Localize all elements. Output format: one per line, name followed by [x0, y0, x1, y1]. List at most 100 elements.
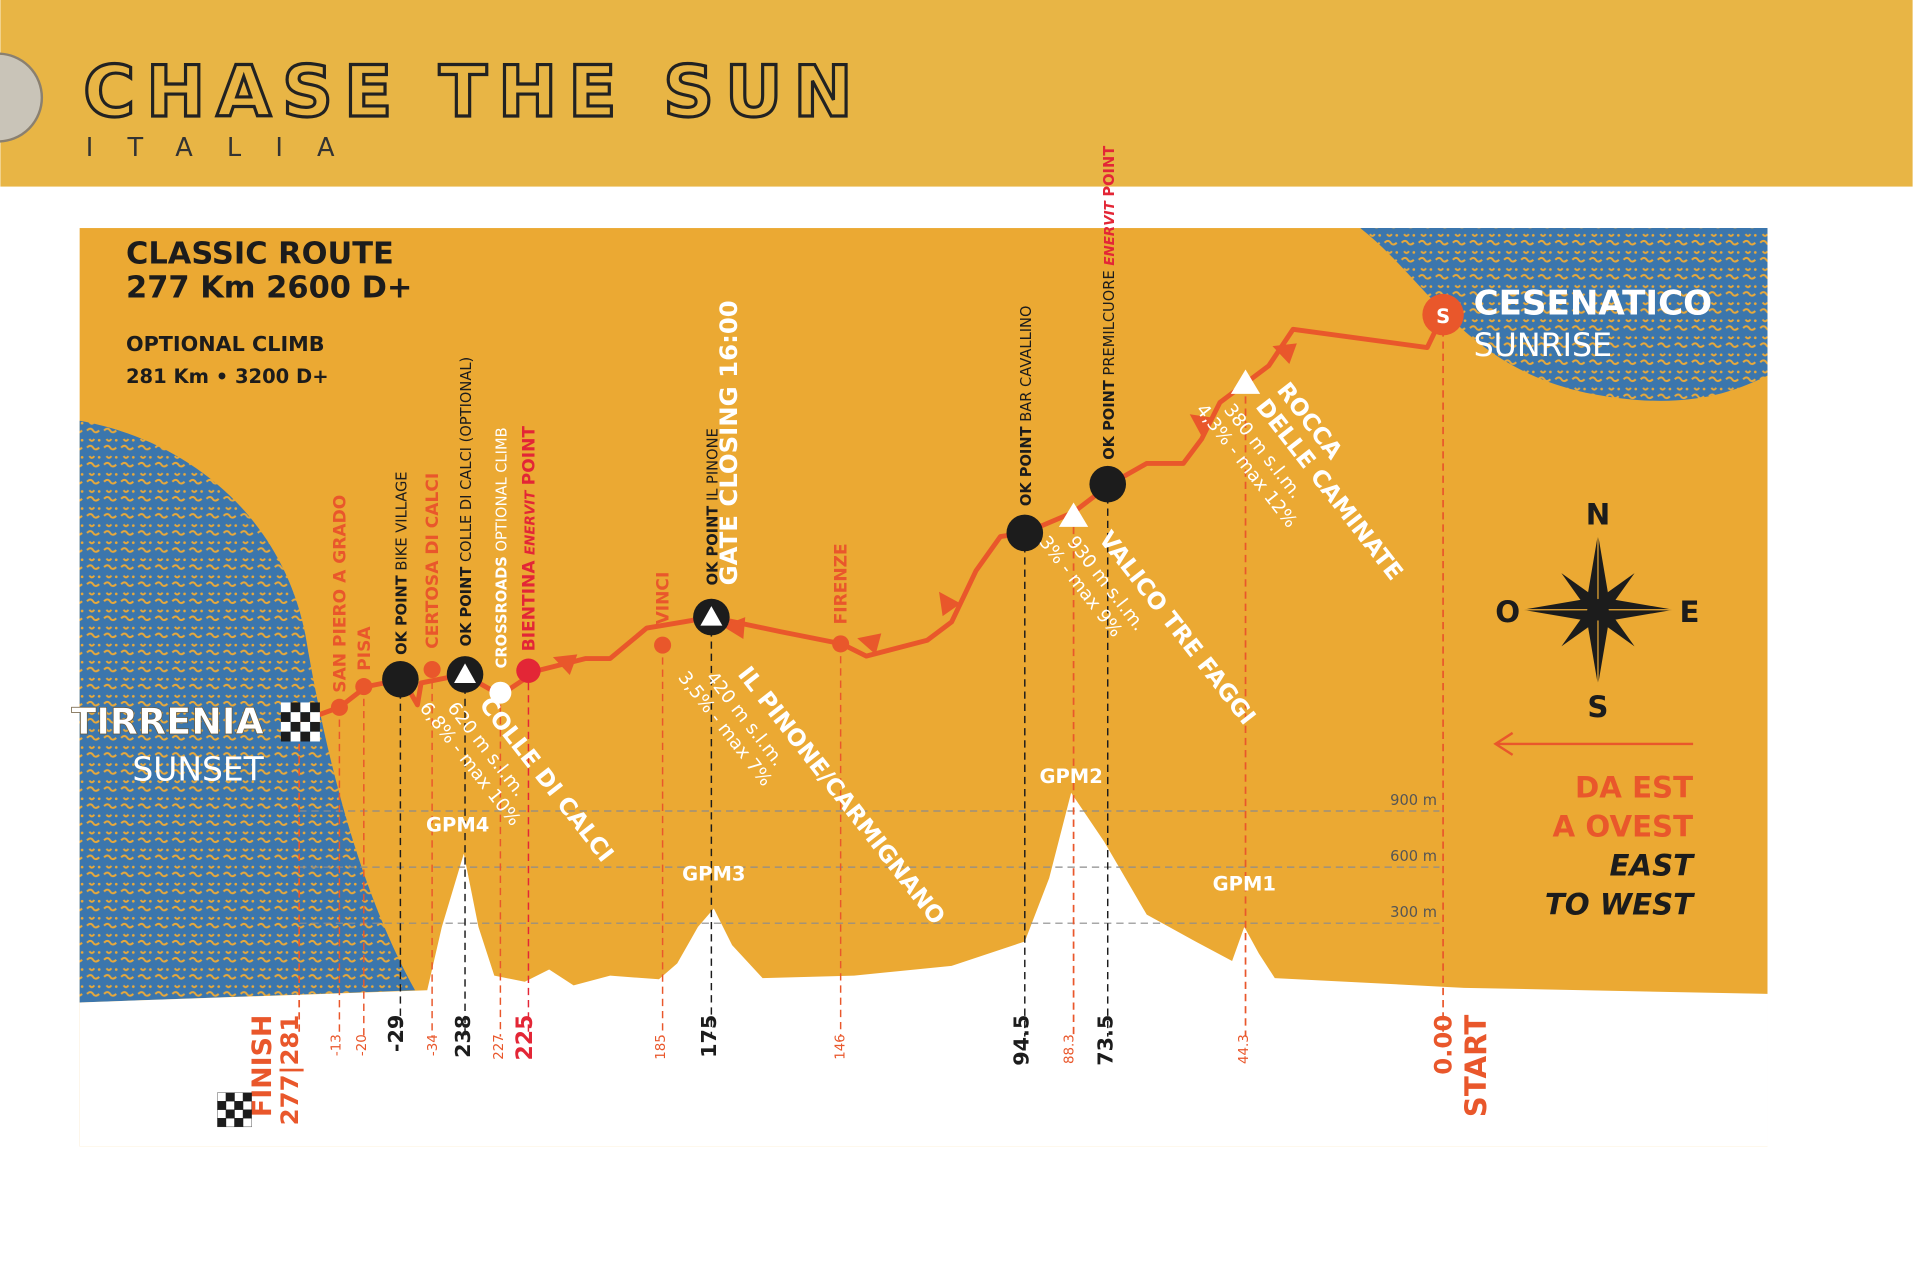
- start-marker: [1422, 293, 1464, 336]
- finish-flag-cell: [290, 702, 301, 713]
- gpm-label: GPM2: [1039, 765, 1102, 788]
- finish-flag-cell: [217, 1118, 227, 1128]
- stop-name: BIKE VILLAGE: [393, 471, 410, 570]
- summit-icon: [1230, 369, 1261, 394]
- ok-point: [382, 660, 419, 698]
- stop-dot: [355, 678, 373, 696]
- enervit-point: [516, 658, 541, 683]
- stop-label: FIRENZE: [832, 543, 852, 624]
- route-arrow: [1189, 414, 1215, 436]
- stop-tag: CROSSROADS: [493, 556, 510, 668]
- route-arrow: [552, 654, 578, 675]
- stop-label: CERTOSA DI CALCI: [423, 473, 443, 649]
- km-marker: START: [1459, 1015, 1493, 1118]
- elevation-label: 300 m: [1390, 904, 1437, 921]
- finish-flag-cell: [225, 1109, 235, 1119]
- finish-flag-cell: [217, 1101, 227, 1110]
- header-band: [0, 0, 1913, 187]
- finish-flag-cell: [217, 1092, 227, 1102]
- stop-name: FIRENZE: [832, 543, 852, 624]
- km-marker: 146: [833, 1034, 848, 1060]
- stop-label: VINCI: [654, 572, 674, 625]
- start-marker-label: S: [1436, 305, 1450, 328]
- site-title[interactable]: CHASE THE SUN: [82, 48, 863, 134]
- finish-flag-cell: [280, 712, 291, 722]
- logo[interactable]: [0, 52, 44, 143]
- km-marker: 227: [492, 1034, 507, 1060]
- compass-rose: [1561, 573, 1635, 647]
- gpm-label: GPM3: [682, 863, 745, 886]
- stop-label: OK POINT PREMILCUORE ENERVIT POINT: [1101, 146, 1118, 460]
- stop-name: IL PINONE: [704, 428, 721, 501]
- stop-name: BAR CAVALLINO: [1018, 306, 1035, 422]
- route-distance: 277 Km 2600 D+: [126, 271, 412, 306]
- compass-south: S: [1587, 690, 1608, 724]
- climb-icon: [454, 663, 477, 683]
- optional-title: OPTIONAL CLIMB: [126, 332, 325, 356]
- km-marker: 94.5: [1009, 1015, 1033, 1066]
- compass-north: N: [1586, 497, 1610, 531]
- finish-flag-cell: [225, 1101, 235, 1110]
- stop-name: VINCI: [654, 572, 674, 625]
- stop-label: OK POINT BAR CAVALLINO: [1018, 306, 1035, 507]
- stop-label: SAN PIERO A GRADO: [331, 495, 351, 693]
- finish-time: SUNSET: [132, 750, 264, 789]
- km-marker: -13: [330, 1034, 345, 1056]
- compass-east: E: [1679, 595, 1699, 629]
- elevation-label: 600 m: [1390, 848, 1437, 865]
- finish-flag-cell: [300, 712, 311, 722]
- km-marker: 185: [654, 1034, 669, 1060]
- stop-label: OK POINT BIKE VILLAGE: [393, 471, 410, 654]
- stop-name: COLLE DI CALCI (OPTIONAL): [458, 357, 475, 562]
- finish-flag-cell: [234, 1118, 244, 1128]
- finish-flag-cell: [290, 712, 301, 722]
- km-marker: 225: [513, 1015, 538, 1061]
- finish-flag-cell: [300, 721, 311, 732]
- direction-label: TO WEST: [1545, 888, 1695, 922]
- finish-flag-cell: [242, 1109, 252, 1119]
- finish-flag-cell: [280, 731, 291, 742]
- route-arrow: [1272, 343, 1297, 364]
- summit-icon: [1058, 502, 1089, 527]
- brand-logo: ENERVIT: [524, 489, 539, 555]
- finish-flag-cell: [310, 721, 320, 732]
- stop-tag: OK POINT: [393, 575, 410, 655]
- finish-flag-cell: [310, 702, 320, 713]
- direction-label: A OVEST: [1553, 810, 1694, 844]
- stop-tag: OK POINT: [458, 567, 475, 647]
- sea-west: [79, 420, 416, 1003]
- stop-tag: OK POINT: [1101, 380, 1118, 460]
- compass-west: O: [1495, 595, 1520, 629]
- brand-logo: ENERVIT: [1103, 199, 1118, 265]
- direction-label: DA EST: [1575, 771, 1693, 805]
- km-marker: 238: [451, 1015, 475, 1058]
- stop-dot: [654, 636, 672, 654]
- stop-name: PREMILCUORE: [1101, 270, 1118, 375]
- finish-flag-cell: [242, 1092, 252, 1102]
- km-marker: 277|281: [275, 1015, 304, 1126]
- km-marker: -20: [355, 1034, 370, 1056]
- km-marker: 73.5: [1094, 1015, 1118, 1066]
- route-title: CLASSIC ROUTE: [126, 236, 394, 271]
- finish-flag-cell: [310, 712, 320, 722]
- route-arrow: [857, 633, 882, 655]
- stop-name: BIENTINA: [520, 560, 540, 652]
- optional-distance: 281 Km • 3200 D+: [126, 365, 329, 388]
- km-marker: 0.00: [1429, 1015, 1458, 1075]
- km-marker: -34: [426, 1034, 441, 1056]
- finish-flag-cell: [242, 1118, 252, 1128]
- stop-dot: [330, 698, 348, 716]
- finish-flag-cell: [290, 721, 301, 732]
- gpm-label: GPM4: [426, 814, 489, 837]
- stop-suffix: POINT: [1101, 146, 1118, 197]
- route-arrow: [939, 591, 961, 617]
- finish-flag-cell: [300, 731, 311, 742]
- km-marker: FINISH: [247, 1015, 278, 1117]
- finish-flag-cell: [234, 1092, 244, 1102]
- stop-name: PISA: [355, 626, 375, 671]
- finish-flag-cell: [280, 721, 291, 732]
- stop-tag: OK POINT: [704, 506, 721, 586]
- sea-east: [1360, 228, 1768, 401]
- finish-flag-cell: [300, 702, 311, 713]
